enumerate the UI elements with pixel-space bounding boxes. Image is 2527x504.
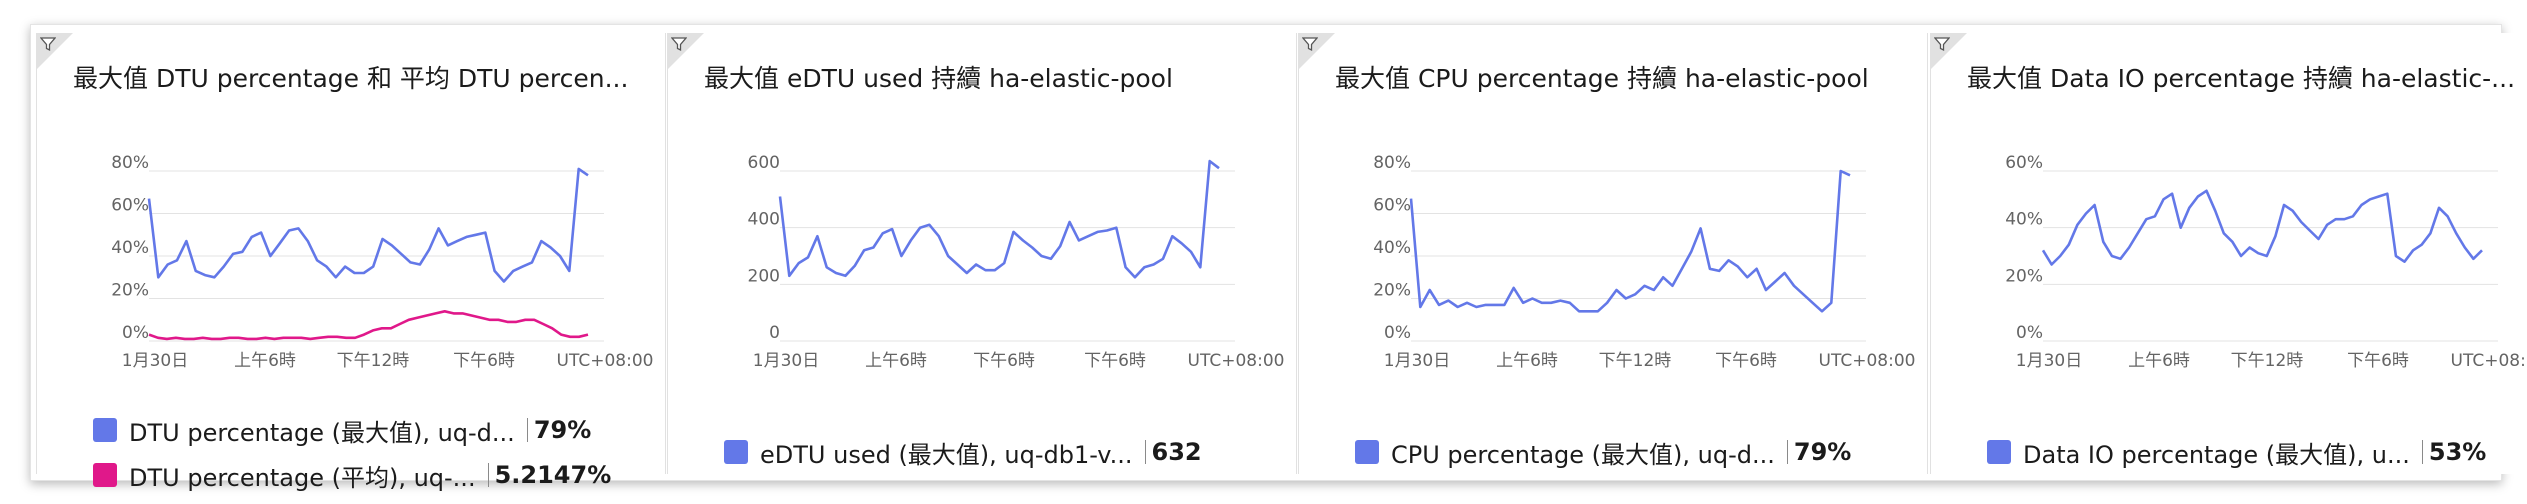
- filter-icon[interactable]: [671, 36, 687, 52]
- y-tick-label: 40%: [111, 238, 149, 258]
- legend-series-name: eDTU used (最大值), uq-db1-v...: [760, 440, 1133, 469]
- x-tick-label: 1月30日: [2016, 351, 2082, 371]
- y-tick-label: 40%: [1373, 238, 1411, 258]
- x-tick-label: 上午6時: [865, 351, 927, 371]
- legend-divider: [1144, 440, 1146, 464]
- chart-title[interactable]: 最大值 Data IO percentage 持續 ha-elastic-...: [1967, 64, 2516, 93]
- y-tick-label: 60%: [111, 196, 149, 216]
- y-tick-label: 20%: [111, 281, 149, 301]
- series-line[interactable]: [778, 159, 1220, 279]
- x-tick-label: UTC+08:00: [1819, 351, 1916, 371]
- filter-icon[interactable]: [1302, 36, 1318, 52]
- x-tick-label: 上午6時: [2128, 351, 2190, 371]
- y-tick-label: 0: [769, 323, 780, 343]
- chart-title[interactable]: 最大值 CPU percentage 持續 ha-elastic-pool: [1335, 64, 1869, 93]
- y-tick-label: 60%: [2005, 153, 2043, 173]
- legend-swatch: [724, 440, 748, 464]
- x-tick-label: 下午6時: [2347, 351, 2409, 371]
- x-tick-label: 下午12時: [2231, 351, 2304, 371]
- legend-divider: [1786, 440, 1788, 464]
- x-tick-label: 1月30日: [753, 351, 819, 371]
- x-tick-label: 下午6時: [1715, 351, 1777, 371]
- line-chart: 80% 60% 40% 20% 0% 1月30日 上午6時 下午12時 下午6時 UTC+08:0…: [1373, 153, 1916, 371]
- legend-value: 5.2147%: [494, 461, 612, 489]
- x-tick-label: 1月30日: [1384, 351, 1450, 371]
- y-tick-label: 20%: [1373, 281, 1411, 301]
- y-tick-label: 400: [748, 210, 780, 230]
- y-tick-label: 0%: [2016, 323, 2043, 343]
- legend-value: 79%: [533, 416, 592, 444]
- x-tick-label: 上午6時: [234, 351, 296, 371]
- legend-value: 53%: [2428, 438, 2487, 466]
- y-tick-label: 0%: [122, 323, 149, 343]
- x-tick-label: 下午6時: [1084, 351, 1146, 371]
- y-tick-label: 20%: [2005, 266, 2043, 286]
- line-chart: 600 400 200 0 1月30日 上午6時 下午6時 下午6時 UTC+08:00: [748, 153, 1285, 371]
- legend-divider: [2421, 440, 2423, 464]
- series-line[interactable]: [2041, 189, 2483, 266]
- legend-value: 79%: [1793, 438, 1852, 466]
- legend-item[interactable]: DTU percentage (最大值), uq-d... 79%: [93, 413, 591, 447]
- x-tick-label: 上午6時: [1496, 351, 1558, 371]
- y-tick-label: 600: [748, 153, 780, 173]
- legend-value: 632: [1151, 438, 1202, 466]
- legend-item[interactable]: Data IO percentage (最大值), u... 53%: [1987, 435, 2486, 469]
- y-tick-label: 60%: [1373, 196, 1411, 216]
- legend-series-name: DTU percentage (平均), uq-...: [129, 463, 476, 492]
- chart-title[interactable]: 最大值 eDTU used 持續 ha-elastic-pool: [704, 64, 1173, 93]
- legend-divider: [526, 418, 528, 442]
- x-tick-label: 下午6時: [453, 351, 515, 371]
- line-chart: 80% 60% 40% 20% 0% 1月30日 上午6時 下午12時 下午6時 UTC+08:0…: [111, 153, 654, 371]
- filter-icon[interactable]: [40, 36, 56, 52]
- x-tick-label: 1月30日: [122, 351, 188, 371]
- x-tick-label: UTC+08:00: [1188, 351, 1285, 371]
- x-tick-label: 下午12時: [1599, 351, 1672, 371]
- legend-divider: [487, 463, 489, 487]
- legend-series-name: Data IO percentage (最大值), u...: [2023, 440, 2410, 469]
- chart-tile[interactable]: 最大值 CPU percentage 持續 ha-elastic-pool 80%…: [1298, 33, 1928, 474]
- y-tick-label: 80%: [1373, 153, 1411, 173]
- x-tick-label: UTC+08:00: [2451, 351, 2527, 371]
- x-tick-label: 下午6時: [973, 351, 1035, 371]
- y-tick-label: 0%: [1384, 323, 1411, 343]
- chart-title[interactable]: 最大值 DTU percentage 和 平均 DTU percen...: [73, 64, 629, 93]
- y-tick-label: 200: [748, 266, 780, 286]
- legend-item[interactable]: CPU percentage (最大值), uq-d... 79%: [1355, 435, 1851, 469]
- legend-item[interactable]: DTU percentage (平均), uq-... 5.2147%: [93, 458, 611, 492]
- y-tick-label: 80%: [111, 153, 149, 173]
- series-line[interactable]: [148, 309, 589, 341]
- legend-swatch: [93, 418, 117, 442]
- y-tick-label: 40%: [2005, 210, 2043, 230]
- chart-tile[interactable]: 最大值 DTU percentage 和 平均 DTU percen... 80%…: [36, 33, 666, 492]
- line-chart: 60% 40% 20% 0% 1月30日 上午6時 下午12時 下午6時 UTC+08:00: [2005, 153, 2527, 371]
- x-tick-label: UTC+08:00: [557, 351, 654, 371]
- series-line[interactable]: [147, 167, 589, 283]
- legend-swatch: [1355, 440, 1379, 464]
- series-line[interactable]: [1409, 169, 1851, 313]
- legend-item[interactable]: eDTU used (最大值), uq-db1-v... 632: [724, 435, 1202, 469]
- legend-series-name: CPU percentage (最大值), uq-d...: [1391, 440, 1775, 469]
- x-tick-label: 下午12時: [337, 351, 410, 371]
- legend-series-name: DTU percentage (最大值), uq-d...: [129, 418, 515, 447]
- legend-swatch: [1987, 440, 2011, 464]
- chart-tile[interactable]: 最大值 eDTU used 持續 ha-elastic-pool 600 400 20…: [667, 33, 1297, 474]
- legend-swatch: [93, 463, 117, 487]
- chart-tile[interactable]: 最大值 Data IO percentage 持續 ha-elastic-...…: [1930, 33, 2527, 474]
- filter-icon[interactable]: [1934, 36, 1950, 52]
